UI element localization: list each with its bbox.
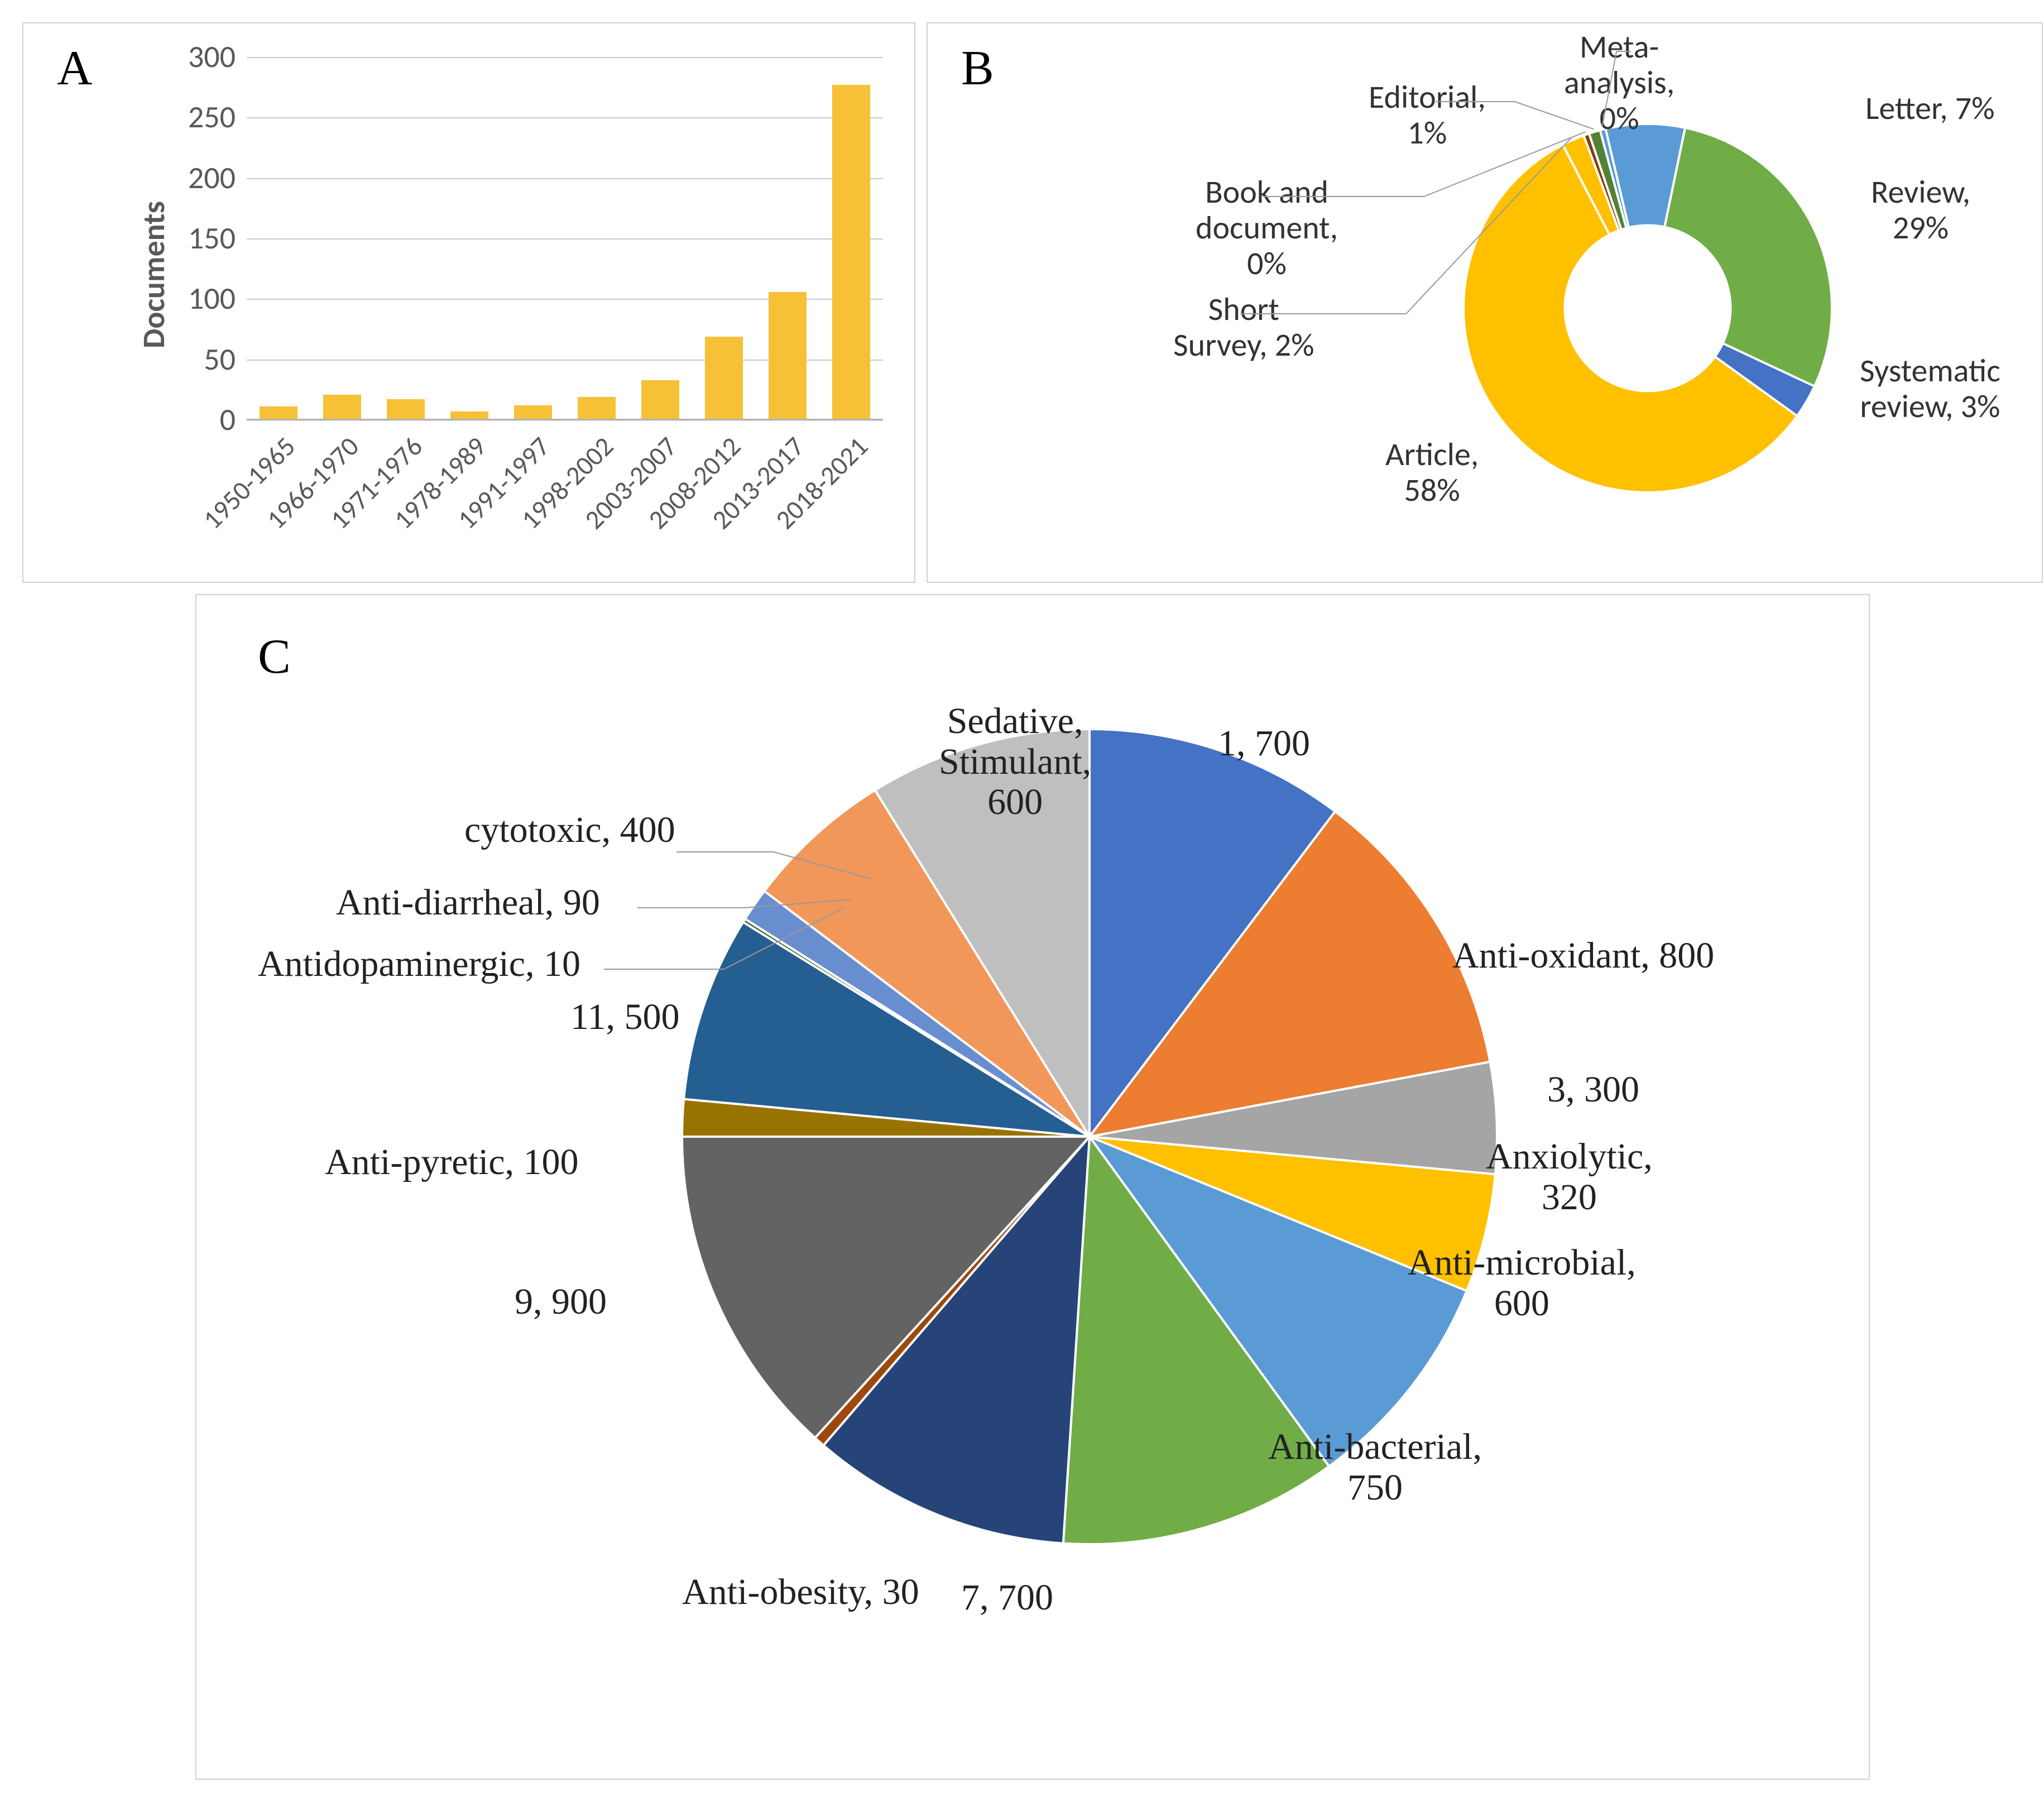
pie-slice-label: cytotoxic, 400 (464, 810, 675, 851)
pie-chart: 1, 700 Anti-oxidant, 800 3, 300 Anxiolytic,… (224, 651, 1843, 1712)
pie-slice-label: 9, 900 (515, 1282, 607, 1323)
bar (641, 380, 679, 419)
panel-label-a: A (57, 40, 93, 97)
donut-slice-label: Review,29% (1871, 174, 1970, 246)
y-axis-label: Documents (135, 201, 173, 348)
bar (705, 337, 743, 419)
pie-slice-label: Anti-oxidant, 800 (1452, 936, 1714, 976)
panel-a: A Documents 0501001502002503001950-19651… (22, 22, 915, 583)
pie-slice-label: Anti-diarrheal, 90 (336, 883, 600, 923)
bar (514, 405, 552, 419)
bar-chart: Documents 0501001502002503001950-1965196… (163, 57, 889, 492)
y-tick-label: 100 (188, 280, 236, 318)
pie-slice-label: Anti-microbial,600 (1408, 1243, 1636, 1324)
panel-b: B Meta-analysis,0%Letter, 7%Review,29%Sy… (927, 22, 2043, 583)
donut-slice-label: Editorial,1% (1369, 79, 1486, 151)
bar (387, 399, 425, 419)
y-tick-label: 50 (204, 341, 236, 379)
bar (769, 292, 807, 419)
gridline (247, 57, 883, 58)
bar (578, 397, 616, 419)
pie-slice-label: Anti-pyretic, 100 (325, 1142, 579, 1183)
donut-svg (1447, 107, 1849, 509)
pie-slice-label: Anti-bacterial,750 (1268, 1427, 1482, 1508)
bar-plot-area: 0501001502002503001950-19651966-19701971… (247, 57, 883, 420)
pie-slice-label: 3, 300 (1547, 1070, 1639, 1110)
panel-c: C 1, 700Anti-oxidant, 8003, 300Anxiolyti… (195, 594, 1870, 1780)
bar (323, 395, 361, 419)
figure-grid: A Documents 0501001502002503001950-19651… (22, 22, 2022, 1780)
pie-slice-label: 1, 700 (1218, 724, 1310, 764)
donut-slice-label: Article,58% (1385, 437, 1479, 508)
pie-slice-label: Anti-obesity, 30 (682, 1572, 919, 1613)
gridline (247, 117, 883, 118)
y-tick-label: 150 (188, 219, 236, 257)
donut-slice-label: Book anddocument,0% (1196, 174, 1338, 281)
gridline (247, 420, 883, 421)
y-tick-label: 0 (220, 401, 236, 439)
donut-slice-label: Systematicreview, 3% (1860, 353, 2000, 424)
y-tick-label: 300 (188, 38, 236, 76)
panel-c-wrapper: C 1, 700Anti-oxidant, 8003, 300Anxiolyti… (22, 594, 2043, 1780)
bar (260, 406, 298, 419)
donut-slice (1664, 128, 1832, 386)
pie-slice-label: 11, 500 (570, 997, 680, 1038)
donut-slice-label: Meta-analysis,0% (1564, 29, 1674, 136)
pie-slice-label: 7, 700 (961, 1578, 1053, 1618)
donut-chart: Meta-analysis,0%Letter, 7%Review,29%Syst… (956, 46, 2016, 548)
pie-slice-label: Sedative,Stimulant,600 (939, 701, 1091, 823)
donut-slice-label: Letter, 7% (1865, 90, 1995, 126)
pie-slice-label: Anxiolytic,320 (1486, 1137, 1653, 1218)
donut-slice-label: ShortSurvey, 2% (1173, 291, 1314, 363)
gridline (247, 178, 883, 179)
pie-slice-label: Antidopaminergic, 10 (258, 944, 580, 985)
gridline (247, 238, 883, 240)
bar (450, 411, 488, 419)
y-tick-label: 250 (188, 98, 236, 136)
bar (832, 85, 870, 419)
y-tick-label: 200 (188, 159, 236, 197)
